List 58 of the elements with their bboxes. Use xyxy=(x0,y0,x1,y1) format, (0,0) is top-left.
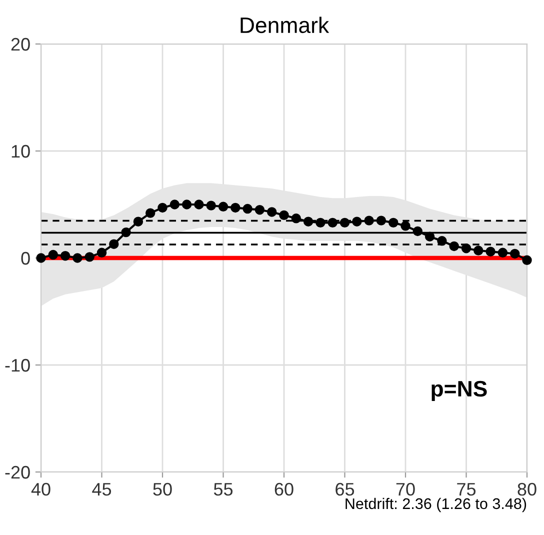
point xyxy=(230,202,240,213)
x-tick-label: 50 xyxy=(153,482,172,496)
point xyxy=(474,246,484,256)
point xyxy=(170,200,180,210)
point xyxy=(60,251,70,261)
point xyxy=(242,204,252,214)
point xyxy=(376,216,386,226)
point xyxy=(279,210,289,220)
point xyxy=(328,218,338,228)
point xyxy=(36,253,46,263)
y-tick-label: 0 xyxy=(21,252,30,265)
point xyxy=(133,216,144,226)
y-tick-label: 20 xyxy=(11,38,30,51)
x-tick-label: 75 xyxy=(457,483,476,496)
point xyxy=(340,218,350,228)
point xyxy=(437,236,447,246)
point xyxy=(400,221,410,231)
x-tick-label: 70 xyxy=(396,482,415,496)
text: Netdrift: 2.36 (1.26 to 3.48) xyxy=(346,498,526,512)
point xyxy=(48,250,58,260)
point xyxy=(206,200,216,210)
point xyxy=(109,239,119,249)
point xyxy=(96,248,107,258)
point xyxy=(291,214,302,224)
x-tick-label: 80 xyxy=(518,482,536,496)
x-tick-label: 45 xyxy=(92,483,112,496)
point xyxy=(182,200,192,210)
point xyxy=(303,216,314,226)
point xyxy=(194,200,204,210)
point xyxy=(388,218,398,228)
point xyxy=(486,246,496,256)
point xyxy=(266,207,277,217)
x-tick-label: 40 xyxy=(31,482,50,496)
point xyxy=(121,227,131,238)
point xyxy=(72,253,82,263)
y-tick-label: -20 xyxy=(5,466,30,479)
x-tick-label: 55 xyxy=(214,483,233,496)
point xyxy=(218,202,228,212)
y-tick-label: 10 xyxy=(12,144,30,158)
point xyxy=(84,252,94,262)
point xyxy=(254,204,265,215)
x-tick-label: 65 xyxy=(336,482,354,496)
point xyxy=(145,208,156,218)
y-tick-label: -10 xyxy=(5,358,30,372)
annotation: p=NS xyxy=(432,380,487,402)
point xyxy=(449,241,459,252)
point xyxy=(522,255,532,265)
point xyxy=(412,226,423,236)
point xyxy=(510,248,520,259)
x-tick-label: 60 xyxy=(274,482,294,496)
point xyxy=(316,218,326,228)
point xyxy=(364,216,374,226)
point xyxy=(158,202,168,213)
point xyxy=(424,232,435,242)
point xyxy=(498,248,508,258)
point xyxy=(352,216,362,226)
point xyxy=(461,244,472,254)
chart-title: Denmark xyxy=(240,16,330,34)
